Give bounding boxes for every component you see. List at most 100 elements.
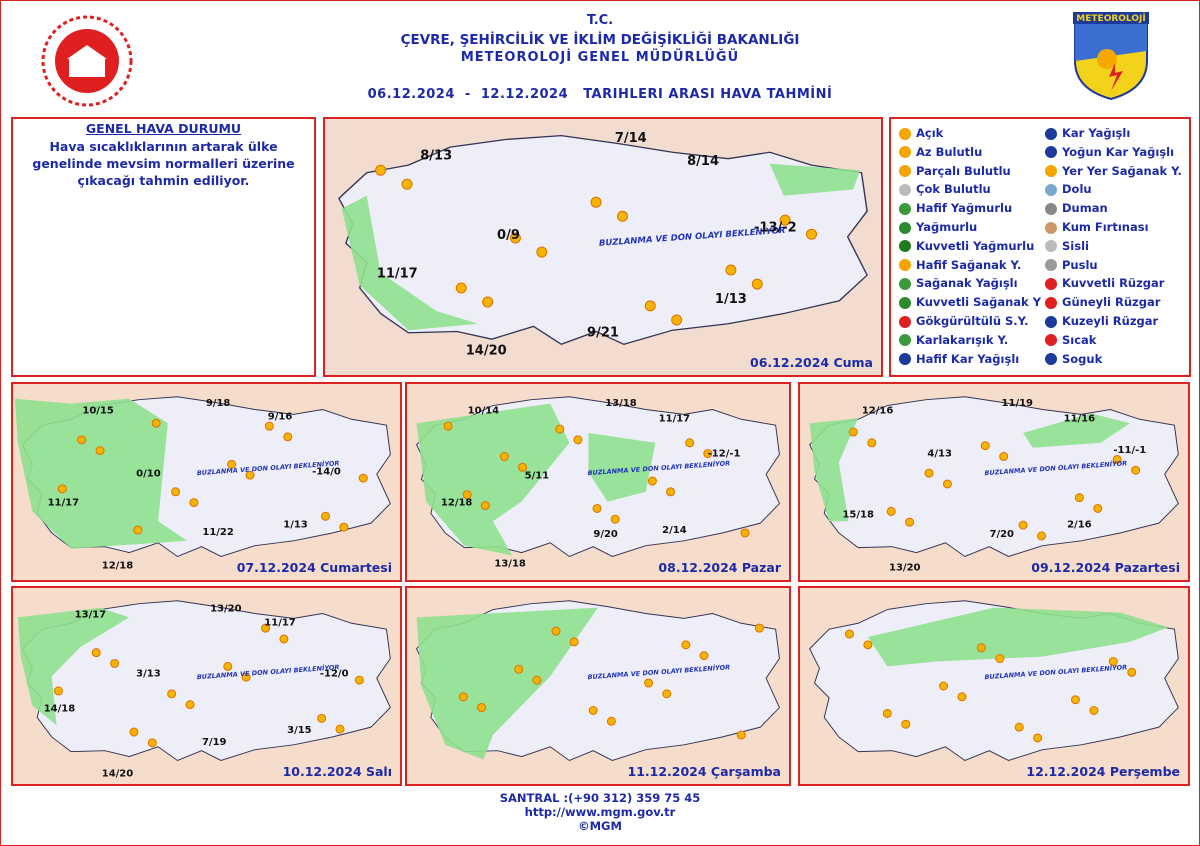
legend-icon [1045,277,1057,290]
legend-icon [899,165,911,178]
temperature: 1/13 [283,519,308,530]
sun-icon [699,651,709,661]
sun-icon [1093,503,1103,513]
legend-item: Kuzeyli Rüzgar [1045,312,1158,330]
sun-icon [588,706,598,715]
legend-label: Soguk [1062,351,1103,366]
temperature: 12/16 [862,406,894,417]
legend-icon [1045,127,1057,140]
legend-label: Sisli [1062,238,1089,253]
legend-icon [1045,221,1057,234]
sun-icon [455,282,467,294]
sun-icon [95,446,105,456]
sun-icon [939,681,949,691]
sun-icon [882,708,892,718]
sun-icon [264,421,274,431]
mgm-logo: METEOROLOJİ [1073,12,1149,101]
map-panel: BUZLANMA VE DON OLAYI BEKLENİYOR 12.12.20… [798,586,1190,786]
sun-icon [1127,667,1137,677]
legend-icon [899,146,911,159]
sun-icon [1037,531,1047,541]
sun-icon [167,689,177,699]
temperature: 9/16 [268,411,293,422]
sun-icon [476,703,486,713]
sun-icon [401,178,413,190]
legend-label: Yağmurlu [916,220,978,234]
sun-icon [844,629,854,639]
sun-icon [1089,706,1099,715]
temperature: 12/18 [102,560,134,571]
emblem [41,15,133,107]
sun-icon [551,626,561,636]
sun-icon [129,727,139,737]
sun-icon [980,441,990,451]
sun-icon [227,459,237,469]
sun-icon [223,661,233,671]
temperature: 11/17 [264,617,296,628]
legend-label: Kuvvetli Sağanak Y [916,295,1042,310]
sun-icon [886,506,896,516]
temperature: 13/20 [889,562,921,573]
precip-area [17,607,130,726]
precip-area [809,418,859,522]
sun-icon [509,232,521,244]
precip-area [416,403,570,556]
sun-icon [555,424,565,434]
map-date: 08.12.2024 Pazar [658,560,781,575]
legend-icon [899,353,911,366]
sun-icon [590,196,602,208]
legend-label: Yer Yer Sağanak Y. [1062,163,1182,178]
temperature: 14/20 [466,343,507,358]
legend-label: Duman [1062,201,1108,216]
temperature: 15/18 [842,509,874,520]
legend-item: Gökgürültülü S.Y. [899,312,1028,330]
legend-item: Kar Yağışlı [1045,124,1130,142]
temperature: 2/16 [1067,519,1092,530]
legend-item: Yoğun Kar Yağışlı [1045,143,1174,161]
temperature: -14/0 [312,466,341,477]
sun-icon [245,470,255,480]
sun-icon [283,432,293,442]
map-date: 11.12.2024 Çarşamba [628,764,782,779]
map-panel: BUZLANMA VE DON OLAYI BEKLENİYOR 11.12.20… [405,586,791,786]
legend-item: Puslu [1045,256,1098,274]
sun-icon [957,692,967,702]
precip-area [341,195,478,331]
legend-icon [1045,202,1057,215]
sun-icon [354,675,364,685]
temperature: 2/14 [662,525,687,536]
temperature: 3/15 [287,725,312,736]
temperature: 0/10 [136,468,161,479]
map: BUZLANMA VE DON OLAYI BEKLENİYOR8/137/14… [325,119,881,375]
legend-label: Parçalı Bulutlu [916,163,1011,178]
legend-icon [1045,165,1057,178]
sun-icon [514,664,524,674]
temperature: 11/19 [1002,398,1034,409]
temperature: 14/18 [44,704,76,715]
legend-label: Karlakarışık Y. [916,332,1009,347]
map-panel: BUZLANMA VE DON OLAYI BEKLENİYOR 10/14 13/… [405,382,791,582]
sun-icon [499,452,509,462]
general-panel: GENEL HAVA DURUMU Hava sıcaklıklarının a… [11,117,316,377]
legend-label: Hafif Kar Yağışlı [916,351,1020,366]
sun-icon [462,490,472,500]
sun-icon [616,210,628,222]
legend-item: Kum Fırtınası [1045,218,1149,236]
legend-icon [1045,296,1057,309]
url: http://www.mgm.gov.tr [524,805,676,819]
temperature: 8/14 [687,154,719,169]
sun-icon [610,514,620,524]
temperature: 8/13 [420,149,452,164]
legend-label: Kuvvetli Yağmurlu [916,238,1035,253]
sun-icon [1074,493,1084,503]
legend-label: Kar Yağışlı [1062,126,1131,140]
legend-label: Hafif Sağanak Y. [916,257,1022,272]
precip-area [867,607,1169,667]
sun-icon [57,484,67,494]
legend-icon [899,259,911,272]
map-shape [407,588,789,784]
legend-item: Güneyli Rüzgar [1045,293,1160,311]
map-shape [325,119,881,375]
legend-label: Açık [916,126,944,140]
